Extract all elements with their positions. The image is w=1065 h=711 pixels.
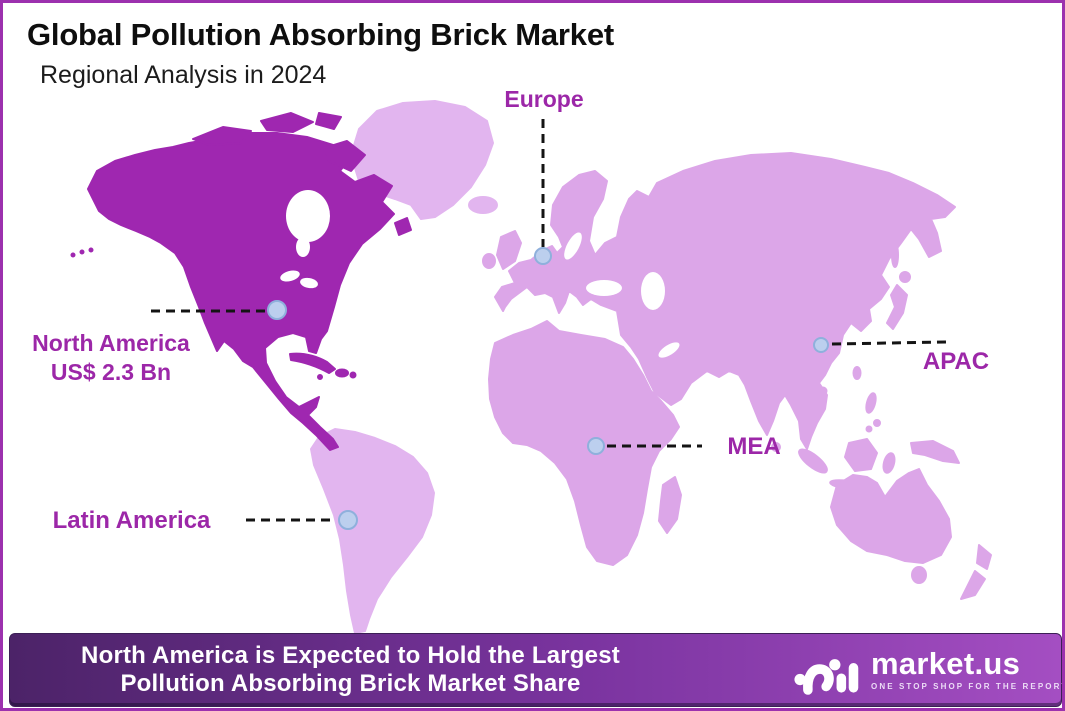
footer-banner-line2: Pollution Absorbing Brick Market Share	[120, 670, 581, 697]
world-map	[70, 100, 992, 641]
marketus-logo: market.us ONE STOP SHOP FOR THE REPORTS	[794, 643, 1065, 697]
mea-label: MEA	[727, 433, 781, 460]
latin-america-marker	[338, 510, 358, 530]
latin-america-label: Latin America	[52, 507, 211, 534]
footer-banner-line1: North America is Expected to Hold the La…	[81, 642, 620, 669]
region-africa	[488, 320, 682, 566]
footer-banner-text: North America is Expected to Hold the La…	[38, 642, 663, 698]
region-eurasia	[482, 152, 956, 452]
europe-marker	[534, 247, 552, 265]
marketus-logo-icon	[794, 659, 859, 695]
page-title: Global Pollution Absorbing Brick Market	[27, 17, 614, 52]
marketus-logo-text: market.us ONE STOP SHOP FOR THE REPORTS	[871, 646, 1065, 691]
marketus-tagline: ONE STOP SHOP FOR THE REPORTS	[871, 682, 1065, 691]
north-america-label-value: US$ 2.3 Bn	[50, 359, 172, 385]
north-america-marker	[267, 300, 287, 320]
region-south-america	[310, 428, 435, 641]
marketus-brand-name: market.us	[871, 646, 1021, 681]
region-australia	[830, 468, 992, 600]
north-america-label-name: North America	[32, 330, 190, 356]
footer-banner: North America is Expected to Hold the La…	[9, 633, 1062, 707]
apac-marker	[813, 337, 829, 353]
region-north-america	[70, 112, 412, 451]
page-subtitle: Regional Analysis in 2024	[40, 61, 327, 89]
apac-leader-line	[831, 340, 947, 346]
north-america-label: North America US$ 2.3 Bn	[31, 329, 191, 387]
mea-marker	[587, 437, 605, 455]
europe-label: Europe	[504, 86, 584, 112]
apac-label: APAC	[922, 348, 990, 375]
